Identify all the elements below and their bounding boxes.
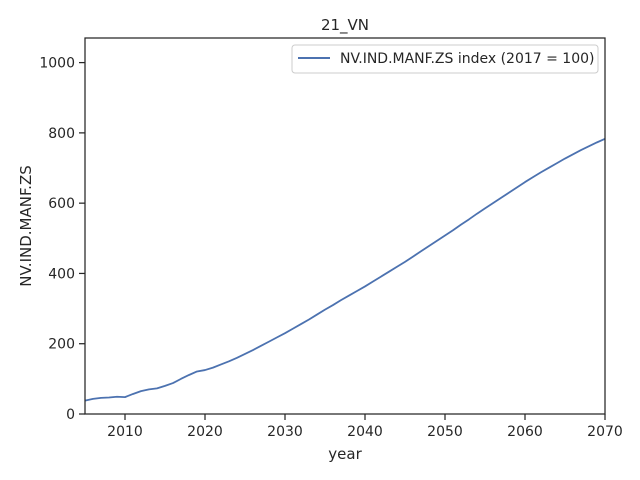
x-axis-label: year <box>328 445 362 463</box>
series-layer <box>84 138 606 402</box>
x-tick-label: 2060 <box>507 424 543 440</box>
x-tick-label: 2050 <box>427 424 463 440</box>
x-axis: 2010 2020 2030 2040 2050 2060 2070 <box>107 414 623 440</box>
legend-label: NV.IND.MANF.ZS index (2017 = 100) <box>340 51 595 67</box>
x-tick-label: 2040 <box>347 424 383 440</box>
y-axis: 0 200 400 600 800 1000 <box>39 56 85 423</box>
y-tick-label: 800 <box>48 126 75 142</box>
y-tick-label: 200 <box>48 337 75 353</box>
x-tick-label: 2030 <box>267 424 303 440</box>
series-line <box>84 138 606 402</box>
x-tick-label: 2070 <box>587 424 623 440</box>
plot-area <box>85 38 605 414</box>
y-axis-label: NV.IND.MANF.ZS <box>17 165 35 287</box>
legend: NV.IND.MANF.ZS index (2017 = 100) <box>291 44 599 74</box>
chart-title: 21_VN <box>321 16 369 35</box>
x-tick-label: 2010 <box>107 424 143 440</box>
plot-frame <box>84 37 606 415</box>
y-tick-label: 0 <box>66 407 75 423</box>
y-tick-label: 400 <box>48 266 75 282</box>
y-tick-label: 1000 <box>39 56 75 72</box>
x-tick-label: 2020 <box>187 424 223 440</box>
legend-box <box>291 44 599 74</box>
y-tick-label: 600 <box>48 196 75 212</box>
